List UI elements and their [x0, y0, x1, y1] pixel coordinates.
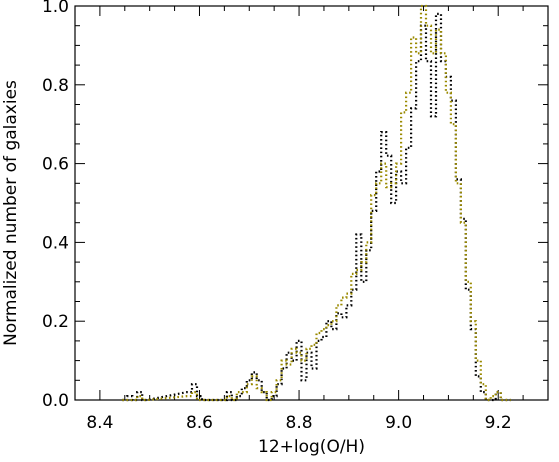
y-tick-label: 0.2 — [42, 312, 69, 332]
y-tick-label: 0.6 — [42, 155, 69, 175]
x-tick-label: 9.0 — [385, 413, 412, 433]
y-axis-label: Normalized number of galaxies — [1, 80, 21, 346]
x-tick-label: 8.8 — [286, 413, 313, 433]
x-tick-label: 9.2 — [485, 413, 512, 433]
histogram-series-2 — [122, 4, 511, 402]
x-axis-ticks: 8.4 8.6 8.8 9.0 9.2 — [74, 6, 549, 433]
x-tick-label: 8.4 — [86, 413, 113, 433]
x-tick-label: 8.6 — [186, 413, 213, 433]
x-axis-label: 12+log(O/H) — [258, 437, 365, 457]
y-tick-label: 0.8 — [42, 76, 69, 96]
y-tick-label: 0.0 — [42, 391, 69, 411]
y-axis-ticks: 0.0 0.2 0.4 0.6 0.8 1.0 — [42, 0, 548, 411]
series-layer — [122, 4, 511, 402]
plot-border — [74, 5, 549, 401]
y-tick-label: 1.0 — [42, 0, 69, 17]
histogram-series-1 — [122, 12, 511, 402]
plot-frame — [74, 5, 549, 401]
y-tick-label: 0.4 — [42, 233, 69, 253]
